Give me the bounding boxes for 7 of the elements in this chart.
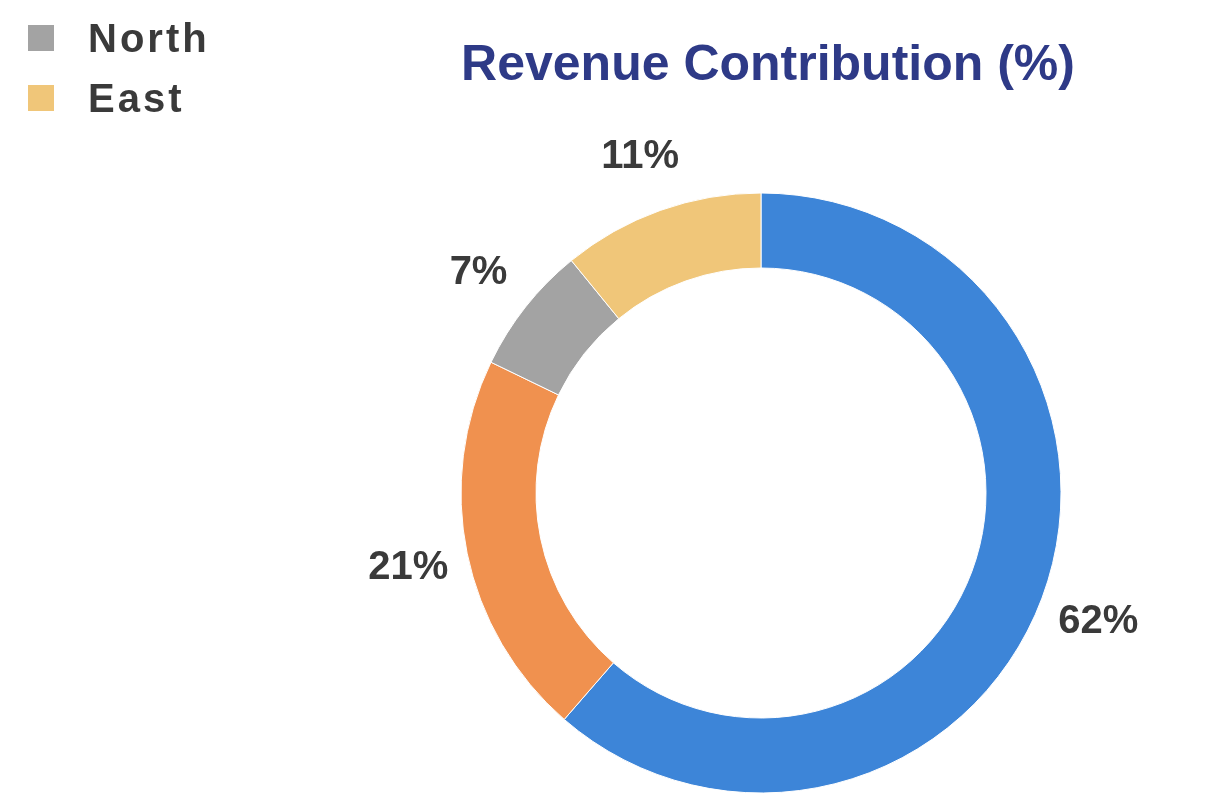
legend-label: East <box>88 75 185 121</box>
data-label: 11% <box>601 131 680 176</box>
data-label: 21% <box>368 543 449 588</box>
data-label: 62% <box>1058 597 1139 642</box>
chart-title: Revenue Contribution (%) <box>461 35 1075 91</box>
data-label: 7% <box>449 247 508 292</box>
legend-label: North <box>88 15 210 61</box>
